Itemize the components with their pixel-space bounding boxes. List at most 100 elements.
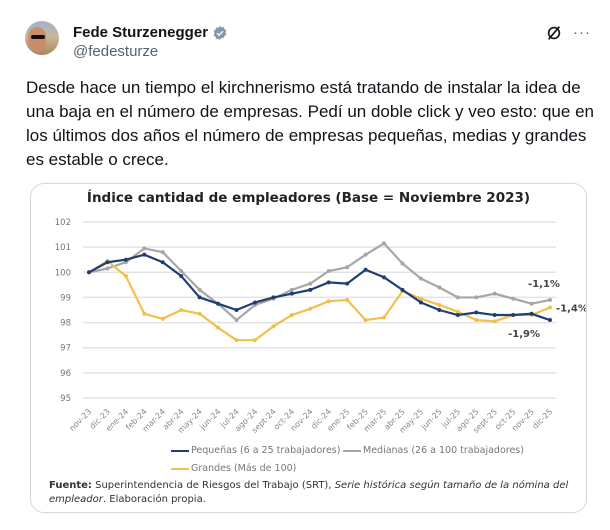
data-point (308, 287, 313, 292)
data-point (160, 260, 165, 265)
grok-icon[interactable] (545, 24, 563, 42)
series-line-0 (88, 253, 551, 322)
data-point (400, 261, 405, 266)
data-point (308, 281, 313, 286)
x-tick-label: nov-23 (68, 407, 94, 433)
source-label: Fuente: (49, 480, 92, 491)
data-point (363, 252, 368, 257)
legend-swatch (171, 467, 189, 470)
chart-title: Índice cantidad de empleadores (Base = N… (86, 190, 531, 206)
data-point (511, 313, 516, 318)
x-tick-label: dic-25 (531, 407, 555, 431)
chart-image-card[interactable]: Índice cantidad de empleadores (Base = N… (30, 183, 587, 513)
data-point (160, 316, 165, 321)
line-chart: 9596979899100101102nov-23dic-23ene-24feb… (55, 218, 587, 435)
data-point (179, 274, 184, 279)
y-tick-label: 95 (60, 394, 71, 404)
data-point (142, 252, 147, 257)
data-point (455, 295, 460, 300)
end-label: -1,1% (528, 279, 560, 290)
data-point (529, 301, 534, 306)
data-point (474, 310, 479, 315)
author-name-row[interactable]: Fede Sturzenegger (73, 24, 228, 41)
end-label: -1,4% (556, 303, 587, 314)
data-point (492, 291, 497, 296)
data-point (271, 295, 276, 300)
source-italic: Serie histórica según tamaño de la nómin… (49, 480, 569, 505)
data-point (548, 318, 552, 323)
data-point (289, 287, 294, 292)
data-point (289, 313, 294, 318)
data-point (455, 309, 460, 314)
author-handle[interactable]: @fedesturze (73, 43, 159, 60)
avatar[interactable] (25, 21, 59, 55)
data-point (326, 280, 331, 285)
legend-item-pequenas: Pequeñas (6 a 25 trabajadores) (171, 445, 340, 456)
tweet-text: Desde hace un tiempo el kirchnerismo est… (26, 78, 594, 169)
data-point (197, 311, 202, 316)
legend-label: Grandes (Más de 100) (191, 463, 297, 474)
data-point (105, 266, 110, 271)
data-point (382, 241, 387, 246)
data-point (308, 306, 313, 311)
y-tick-label: 99 (60, 293, 71, 303)
more-icon[interactable]: ··· (573, 24, 591, 41)
data-point (548, 305, 552, 310)
legend-item-medianas: Medianas (26 a 100 trabajadores) (343, 445, 524, 456)
data-point (142, 246, 147, 251)
data-point (437, 302, 442, 307)
y-tick-label: 97 (60, 344, 71, 354)
end-label: -1,9% (508, 329, 540, 340)
data-point (418, 296, 423, 301)
data-point (345, 265, 350, 270)
data-point (160, 250, 165, 255)
data-point (345, 297, 350, 302)
y-tick-label: 98 (60, 319, 71, 329)
data-point (437, 285, 442, 290)
data-point (382, 275, 387, 280)
legend-item-grandes: Grandes (Más de 100) (171, 463, 296, 474)
data-point (418, 300, 423, 305)
author-name[interactable]: Fede Sturzenegger (73, 24, 209, 41)
data-point (216, 325, 221, 330)
data-point (418, 276, 423, 281)
series-line-2 (88, 259, 551, 342)
data-point (326, 269, 331, 274)
source-end: . Elaboración propia. (102, 494, 206, 505)
data-point (363, 267, 368, 272)
data-point (179, 269, 184, 274)
data-point (123, 257, 128, 262)
y-tick-label: 102 (55, 218, 71, 228)
data-point (197, 287, 202, 292)
data-point (105, 260, 110, 265)
data-point (252, 300, 257, 305)
data-point (382, 315, 387, 320)
avatar-glasses (31, 35, 45, 39)
data-point (234, 338, 239, 343)
data-point (529, 311, 534, 316)
data-point (345, 281, 350, 286)
data-point (289, 291, 294, 296)
data-point (87, 270, 91, 275)
legend-swatch (343, 449, 361, 452)
data-point (455, 313, 460, 318)
data-point (197, 295, 202, 300)
avatar-face (28, 27, 46, 51)
legend-swatch (171, 449, 189, 452)
verified-badge-icon (213, 25, 227, 40)
legend-label: Medianas (26 a 100 trabajadores) (363, 445, 524, 456)
data-point (326, 299, 331, 304)
data-point (234, 318, 239, 323)
y-tick-label: 100 (55, 268, 71, 278)
data-point (271, 324, 276, 329)
series-line-1 (88, 242, 551, 322)
data-point (474, 318, 479, 323)
data-point (234, 308, 239, 312)
data-point (363, 318, 368, 323)
chart-source: Fuente: Superintendencia de Riesgos del … (49, 479, 569, 507)
y-tick-label: 101 (55, 243, 71, 253)
data-point (511, 296, 516, 301)
y-tick-label: 96 (60, 369, 71, 379)
data-point (179, 308, 184, 312)
data-point (548, 297, 552, 302)
